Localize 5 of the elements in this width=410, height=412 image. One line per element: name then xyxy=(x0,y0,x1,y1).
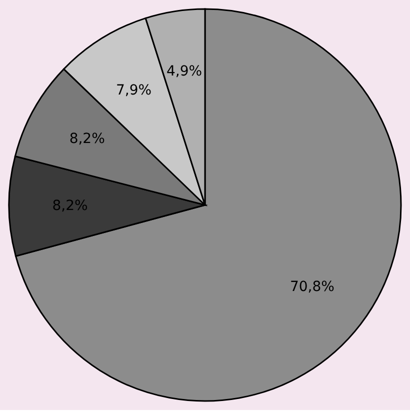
data-label: 8,2% xyxy=(52,198,88,214)
data-label: 8,2% xyxy=(69,131,105,148)
data-label: 70,8% xyxy=(290,279,334,296)
data-label: 7,9% xyxy=(116,82,152,98)
data-label: 4,9% xyxy=(166,64,202,80)
